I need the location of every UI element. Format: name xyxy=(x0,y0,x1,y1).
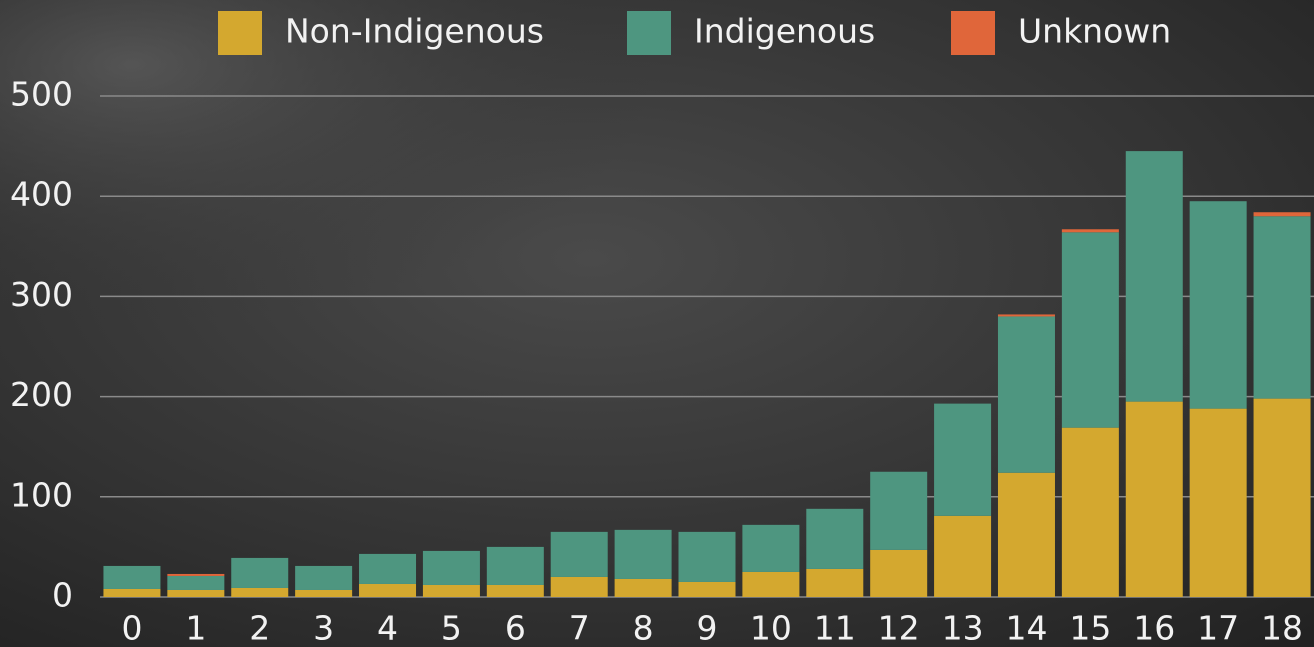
bar-segment xyxy=(295,589,353,597)
bar-segment xyxy=(614,578,672,597)
bar-segment xyxy=(1189,408,1247,597)
x-tick-label: 12 xyxy=(878,609,920,647)
bar-segment xyxy=(486,584,544,597)
bar-segment xyxy=(103,565,161,589)
y-tick-label: 200 xyxy=(10,375,73,414)
x-tick-label: 1 xyxy=(185,609,206,647)
x-tick-label: 7 xyxy=(569,609,590,647)
bar-segment xyxy=(167,573,225,576)
legend-swatch xyxy=(218,11,262,55)
x-tick-label: 14 xyxy=(1005,609,1047,647)
x-tick-label: 2 xyxy=(249,609,270,647)
bar-segment xyxy=(614,529,672,579)
x-tick-label: 11 xyxy=(814,609,856,647)
bar-segment xyxy=(997,472,1055,597)
x-tick-label: 15 xyxy=(1069,609,1111,647)
bar-segment xyxy=(806,508,864,569)
bar-segment xyxy=(1061,232,1119,428)
bar-segment xyxy=(167,575,225,590)
y-tick-label: 500 xyxy=(10,75,73,114)
bar-segment xyxy=(422,550,480,585)
bar-segment xyxy=(1253,398,1311,597)
bar-segment xyxy=(1253,212,1311,217)
x-tick-label: 18 xyxy=(1261,609,1303,647)
x-tick-label: 10 xyxy=(750,609,792,647)
bar-segment xyxy=(1253,216,1311,399)
x-tick-label: 4 xyxy=(377,609,398,647)
bar-segment xyxy=(359,553,417,584)
x-tick-label: 0 xyxy=(121,609,142,647)
x-tick-label: 9 xyxy=(697,609,718,647)
bar-segment xyxy=(934,515,992,597)
bar-segment xyxy=(295,565,353,590)
x-tick-label: 3 xyxy=(313,609,334,647)
bar-segment xyxy=(742,571,800,597)
bar-segment xyxy=(1189,201,1247,409)
bar-segment xyxy=(103,588,161,597)
y-tick-label: 0 xyxy=(52,576,73,615)
bar-segment xyxy=(1061,427,1119,597)
bar-segment xyxy=(997,314,1055,317)
bar-segment xyxy=(806,568,864,597)
y-tick-label: 400 xyxy=(10,175,73,214)
bar-segment xyxy=(422,584,480,597)
x-tick-label: 16 xyxy=(1133,609,1175,647)
y-tick-label: 300 xyxy=(10,275,73,314)
bar-segment xyxy=(934,403,992,516)
bar-segment xyxy=(550,576,608,597)
x-tick-label: 6 xyxy=(505,609,526,647)
legend-swatch xyxy=(951,11,995,55)
bar-segment xyxy=(678,531,736,582)
x-tick-label: 13 xyxy=(942,609,984,647)
bar-segment xyxy=(870,471,928,550)
bar-segment xyxy=(167,589,225,597)
x-tick-label: 8 xyxy=(633,609,654,647)
bar-segment xyxy=(231,587,289,597)
bar-segment xyxy=(997,316,1055,473)
legend-label: Non-Indigenous xyxy=(285,12,544,51)
bar-segment xyxy=(1125,401,1183,597)
legend-label: Unknown xyxy=(1018,12,1171,51)
legend-label: Indigenous xyxy=(694,12,875,51)
bar-segment xyxy=(550,531,608,577)
bar-segment xyxy=(870,549,928,597)
x-tick-label: 17 xyxy=(1197,609,1239,647)
bar-segment xyxy=(359,583,417,597)
y-tick-label: 100 xyxy=(10,475,73,514)
bar-segment xyxy=(678,581,736,597)
bar-segment xyxy=(742,524,800,572)
bar-segment xyxy=(1061,229,1119,233)
bar-segment xyxy=(231,557,289,588)
legend-swatch xyxy=(627,11,671,55)
bar-segment xyxy=(486,546,544,585)
bar-segment xyxy=(1125,151,1183,402)
x-tick-label: 5 xyxy=(441,609,462,647)
